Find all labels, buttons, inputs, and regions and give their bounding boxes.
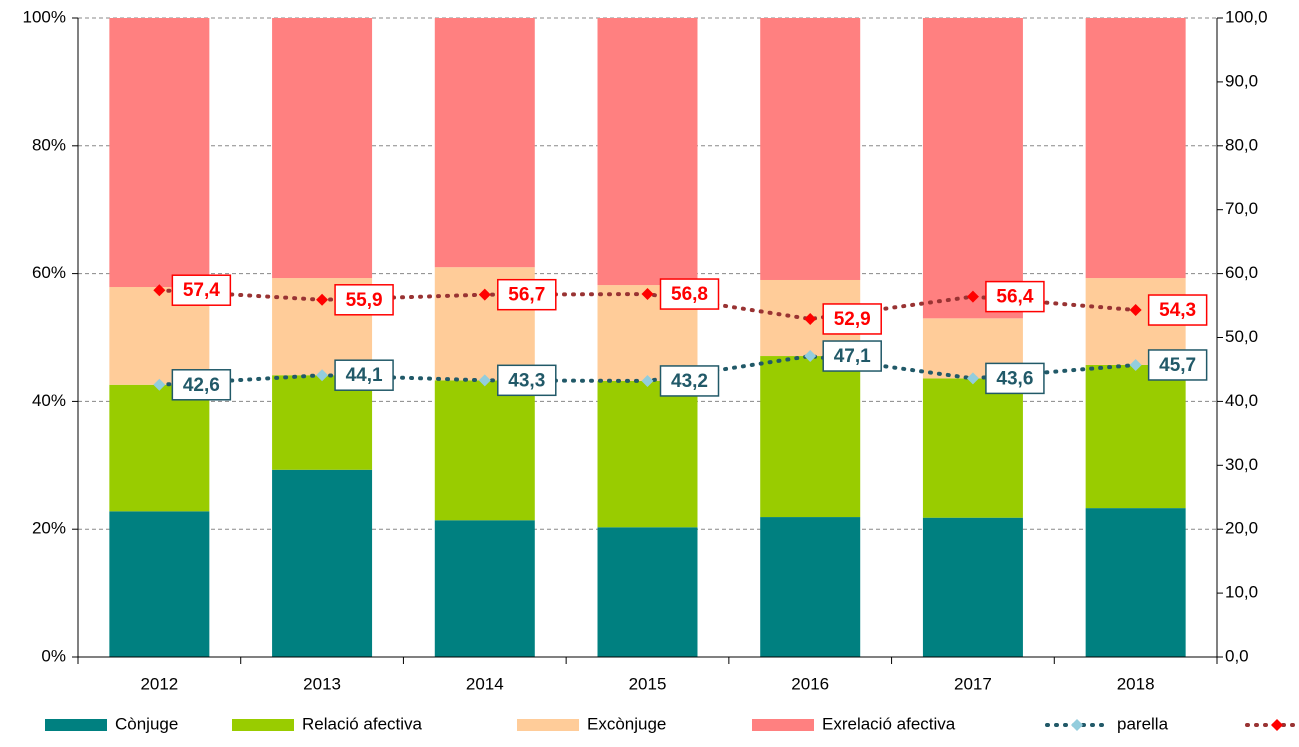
bar-segment [597,380,698,528]
bar-segment [922,378,1023,518]
data-label: 56,4 [996,287,1033,308]
label-box [171,369,232,401]
data-label: 43,2 [671,371,708,392]
x-tick-label: 2014 [466,674,504,693]
bar-segment [109,384,210,512]
data-label: 47,1 [834,346,871,367]
label-box [497,278,557,311]
data-label: 52,9 [834,309,871,330]
y-tick-label: 100% [23,7,66,26]
y2-tick-label: 80,0 [1225,135,1258,154]
bar-segment [434,18,535,268]
data-label: 55,9 [346,290,383,311]
y2-tick-label: 50,0 [1225,327,1258,346]
marker [478,374,491,387]
y2-tick-label: 10,0 [1225,583,1258,602]
data-label: 45,7 [1159,355,1196,376]
bar-segment [597,18,698,286]
bar-segment [760,517,861,657]
bar-segment [597,527,698,657]
data-label: 56,8 [671,284,708,305]
label-box [497,364,557,397]
data-label: 42,6 [183,375,220,396]
y2-tick-label: 60,0 [1225,263,1258,282]
x-tick-label: 2012 [140,674,178,693]
legend-label: Exrelació afectiva [822,714,956,733]
legend-label: parella [1117,714,1169,733]
label-box [985,280,1045,313]
label-box [822,340,882,372]
label-box [171,274,232,306]
y-tick-label: 40% [32,391,66,410]
y2-tick-label: 40,0 [1225,391,1258,410]
marker [966,290,979,303]
legend-label: Relació afectiva [302,714,423,733]
y-tick-label: 0% [41,646,66,665]
legend-swatch [517,719,579,731]
x-tick-label: 2018 [1117,674,1155,693]
bar-segment [922,18,1023,319]
data-label: 54,3 [1159,300,1196,321]
marker [1129,304,1142,317]
legend-marker [1071,719,1083,731]
legend-label: Excònjuge [587,714,666,733]
bar-segment [434,520,535,657]
legend-marker [1271,719,1283,731]
x-tick-label: 2015 [629,674,667,693]
label-box [1147,349,1208,381]
y2-tick-label: 30,0 [1225,455,1258,474]
bar-segment [272,18,373,279]
bar-segment [1085,364,1186,509]
marker [153,284,166,297]
marker [641,374,654,387]
y-tick-label: 20% [32,519,66,538]
legend-swatch [232,719,294,731]
marker [966,372,979,385]
data-label: 44,1 [346,365,383,386]
y2-tick-label: 90,0 [1225,71,1258,90]
bar-segment [272,469,373,657]
bar-segment [1085,508,1186,657]
label-box [659,278,720,310]
marker [1129,358,1142,371]
y2-tick-label: 0,0 [1225,646,1249,665]
bar-segment [1085,18,1186,279]
x-tick-label: 2017 [954,674,992,693]
bar-segment [760,356,861,518]
marker [316,369,329,382]
bar-segment [922,517,1023,657]
legend-swatch [45,719,107,731]
bar-segment [272,375,373,470]
marker [804,312,817,325]
data-label: 43,3 [508,370,545,391]
data-label: 56,7 [508,285,545,306]
x-tick-label: 2013 [303,674,341,693]
label-box [985,362,1045,395]
marker [804,350,817,363]
legend-swatch [752,719,814,731]
bar-segment [109,18,210,288]
y2-tick-label: 70,0 [1225,199,1258,218]
label-box [334,284,394,316]
data-label: 43,6 [996,368,1033,389]
marker [316,293,329,306]
bar-segment [109,511,210,657]
y-tick-label: 80% [32,135,66,154]
bar-segment [434,380,535,521]
y-tick-label: 60% [32,263,66,282]
bar-segment [760,18,861,280]
marker [153,378,166,391]
label-box [334,359,394,391]
marker [478,288,491,301]
label-box [659,365,720,397]
marker [641,288,654,301]
data-label: 57,4 [183,280,220,301]
y2-tick-label: 100,0 [1225,7,1268,26]
label-box [822,303,882,335]
label-box [1147,294,1208,326]
legend-label: Cònjuge [115,714,178,733]
x-tick-label: 2016 [791,674,829,693]
y2-tick-label: 20,0 [1225,519,1258,538]
